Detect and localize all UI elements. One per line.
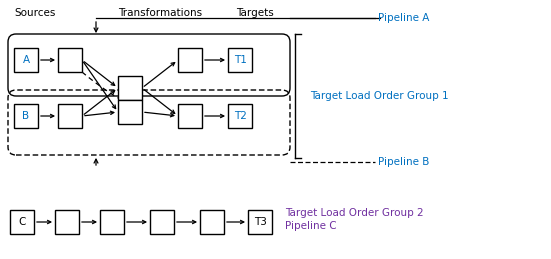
- Text: T2: T2: [234, 111, 246, 121]
- Bar: [228, 104, 252, 128]
- Text: Pipeline A: Pipeline A: [378, 13, 429, 23]
- Bar: [248, 210, 272, 234]
- Text: C: C: [18, 217, 26, 227]
- Bar: [118, 76, 142, 100]
- Text: Transformations: Transformations: [118, 8, 202, 18]
- Bar: [178, 48, 202, 72]
- Bar: [58, 104, 82, 128]
- FancyBboxPatch shape: [8, 34, 290, 96]
- Bar: [10, 210, 34, 234]
- Bar: [200, 210, 224, 234]
- Text: Sources: Sources: [14, 8, 55, 18]
- Text: T3: T3: [253, 217, 267, 227]
- Bar: [58, 48, 82, 72]
- Text: Pipeline B: Pipeline B: [378, 157, 429, 167]
- Bar: [178, 104, 202, 128]
- Bar: [55, 210, 79, 234]
- Text: Target Load Order Group 2: Target Load Order Group 2: [285, 208, 424, 218]
- Bar: [228, 48, 252, 72]
- Text: B: B: [23, 111, 30, 121]
- Text: T1: T1: [234, 55, 246, 65]
- Bar: [14, 104, 38, 128]
- Bar: [14, 48, 38, 72]
- Bar: [118, 100, 142, 124]
- Text: Targets: Targets: [236, 8, 274, 18]
- Text: Pipeline C: Pipeline C: [285, 221, 337, 231]
- Text: Target Load Order Group 1: Target Load Order Group 1: [310, 91, 449, 101]
- Bar: [150, 210, 174, 234]
- Text: A: A: [23, 55, 30, 65]
- Bar: [100, 210, 124, 234]
